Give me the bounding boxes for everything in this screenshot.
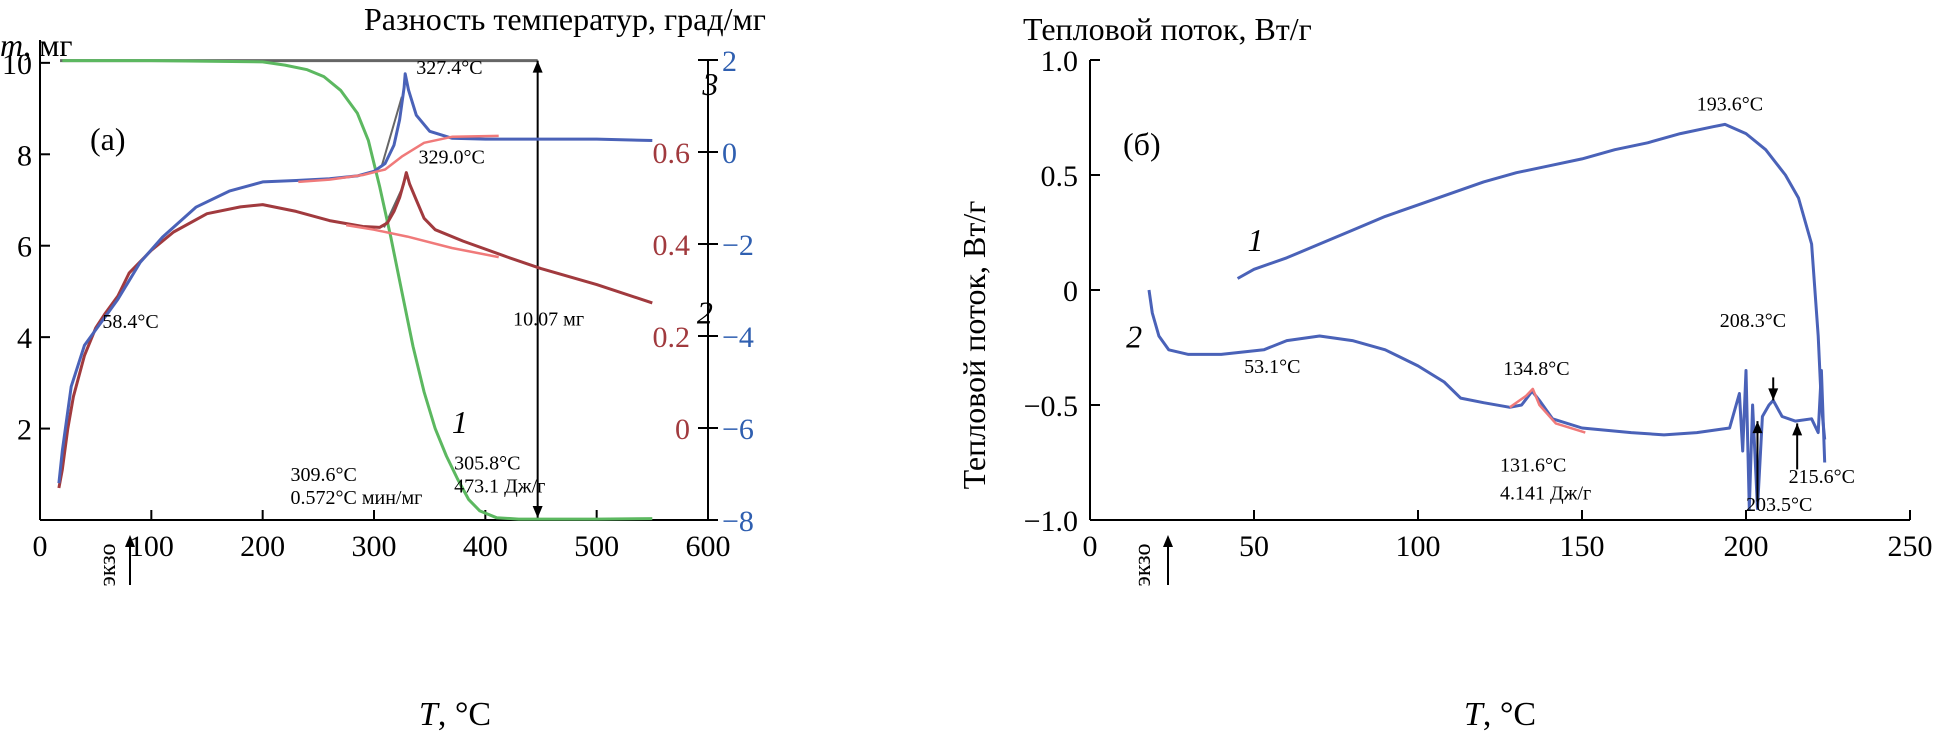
panel-b-annotation: 215.6°C (1789, 466, 1855, 488)
panel-a-right-tick-label: −2 (722, 229, 754, 262)
panel-b-annotations: 193.6°C 53.1°C 134.8°C 208.3°C 131.6°C 4.141 … (1126, 94, 1855, 585)
panel-b-annotation: 4.141 Дж/г (1500, 482, 1591, 504)
panel-a-annotation: 473.1 Дж/г (454, 476, 545, 498)
panel-a-axes: 0 100 200 300 400 500 600 2 4 6 8 10 2 0 −2 −4 −6 −8 0 0.2 0… (2, 40, 754, 563)
panel-a-series-label: 3 (701, 66, 718, 102)
panel-a-x-tick-label: 600 (686, 530, 731, 563)
panel-a-left-tick-label: 4 (17, 322, 32, 355)
panel-b-exo-arrowhead (1163, 535, 1173, 547)
panel-a-annotations: 327.4°C 329.0°C 58.4°C 10.07 мг 309.6°C0.572… (102, 57, 718, 585)
panel-a-mid-tick-label: 0.6 (653, 137, 691, 170)
panel-a-series-label: 2 (697, 294, 713, 330)
panel-a-right-tick-label: −8 (722, 505, 754, 538)
panel-b-series-line-marker-2 (1509, 387, 1586, 434)
panel-a-series-line-marker-3 (298, 134, 499, 184)
panel-b-pointer-arrowhead (1768, 388, 1779, 401)
panel-a-left-tick-label: 8 (17, 139, 32, 172)
panel-b-x-tick-label: 250 (1888, 530, 1933, 563)
panel-a-mid-tick-label: 0 (675, 413, 690, 446)
panel-b-y-tick-label: 0.5 (1041, 160, 1079, 193)
panel-a-right-tick-label: 2 (722, 45, 737, 78)
panel-b-annotation: 193.6°C (1697, 94, 1763, 116)
panel-b-label: (б) (1123, 126, 1161, 162)
panel-a-x-tick-label: 400 (463, 530, 508, 563)
panel-a-annotation: 0.572°C мин/мг (291, 487, 423, 509)
panel-b-x-tick-label: 200 (1724, 530, 1769, 563)
panel-b-annotation: 131.6°C (1500, 455, 1566, 477)
panel-a-label: (а) (90, 121, 126, 157)
panel-a-x-tick-label: 500 (574, 530, 619, 563)
panel-a-annotation: 329.0°C (419, 146, 485, 168)
panel-a-annotation: 309.6°C (291, 464, 357, 486)
panel-a-mass-loss-arrowhead-bottom (532, 506, 543, 518)
panel-a-x-tick-label: 300 (352, 530, 397, 563)
panel-a-annotation: 327.4°C (416, 57, 482, 79)
panel-a-right-tick-label: 0 (722, 137, 737, 170)
panel-a-right-tick-label: −4 (722, 321, 754, 354)
panel-a-exo-arrowhead (125, 535, 135, 547)
panel-a-series-line-marker-4 (345, 223, 499, 259)
panel-b-pointer-arrowhead (1792, 423, 1803, 436)
panel-b-annotation: 53.1°C (1244, 356, 1300, 378)
panel-b-exo-label: экзо (1130, 544, 1156, 587)
panel-b-axes: 0 50 100 150 200 250 1.0 0.5 0 −0.5 −1.0 (1024, 45, 1933, 563)
panel-b-y-tick-label: 1.0 (1041, 45, 1079, 78)
panel-b-x-tick-label: 0 (1083, 530, 1098, 563)
panel-b-series-label: 2 (1126, 319, 1142, 355)
panel-a-series-line-1 (62, 59, 653, 521)
panel-a-annotation: 10.07 мг (513, 309, 584, 331)
panel-b-annotation: 208.3°C (1720, 310, 1786, 332)
panel-a-ylabel-right: Тепловой поток, Вт/г (956, 201, 992, 490)
panel-a-mass-loss-arrowhead-top (532, 60, 543, 73)
panel-b-series-line-1 (1236, 122, 1827, 440)
panel-b-lines (1147, 122, 1827, 510)
panel-a-mid-tick-label: 0.4 (653, 229, 691, 262)
panel-b-xlabel: T, °C (1464, 696, 1536, 733)
panel-a-lines (57, 59, 653, 521)
panel-b-y-tick-label: 0 (1063, 275, 1078, 308)
panel-a-onset-tangent-3 (380, 96, 403, 167)
panel-b-x-tick-label: 100 (1396, 530, 1441, 563)
panel-b-series-label: 1 (1247, 222, 1263, 258)
panel-b-annotation: 203.5°C (1746, 494, 1812, 516)
panel-a-left-tick-label: 2 (17, 414, 32, 447)
panel-b-x-tick-label: 50 (1239, 530, 1269, 563)
panel-b-y-tick-label: −1.0 (1024, 505, 1078, 538)
panel-a-exo-label: экзо (95, 544, 121, 587)
panel-b-y-tick-label: −0.5 (1024, 390, 1078, 423)
panel-a-annotation: 58.4°C (102, 311, 158, 333)
panel-a-x-tick-label: 200 (240, 530, 285, 563)
panel-a-series-label: 1 (452, 404, 468, 440)
panel-a-right-tick-label: −6 (722, 413, 754, 446)
panel-a-mid-tick-label: 0.2 (653, 321, 691, 354)
panel-b-pointer-arrowhead (1752, 421, 1763, 434)
panel-a-x-tick-label: 0 (33, 530, 48, 563)
panel-b-ylabel: Тепловой поток, Вт/г (1023, 11, 1312, 47)
panel-a-xlabel: T, °C (419, 696, 491, 733)
panel-a-x-tick-label: 100 (129, 530, 174, 563)
panel-a-left-tick-label: 6 (17, 231, 32, 264)
panel-a-series-line-3 (57, 72, 653, 484)
panel-a-ylabel-mid: Разность температур, град/мг (364, 1, 766, 37)
panel-a-ylabel-left: m, мг (0, 27, 72, 63)
panel-b: Тепловой поток, Вт/г (б) T, °C 0 50 100 150… (1023, 11, 1933, 733)
panel-b-annotation: 134.8°C (1503, 358, 1569, 380)
panel-a: m, мг Разность температур, град/мг Тепло… (0, 1, 992, 733)
panel-b-x-tick-label: 150 (1560, 530, 1605, 563)
panel-a-annotation: 305.8°C (454, 453, 520, 475)
panel-b-series-line-2 (1147, 289, 1827, 510)
panel-a-left-tick-label: 10 (2, 48, 32, 81)
